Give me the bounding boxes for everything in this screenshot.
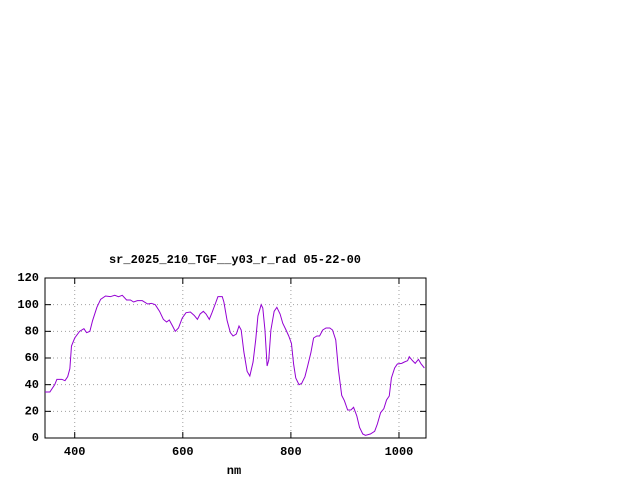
y-tick-label: 100 <box>17 298 39 312</box>
y-tick-label: 20 <box>25 405 39 419</box>
chart-title: sr_2025_210_TGF__y03_r_rad 05-22-00 <box>109 253 361 267</box>
plot-border <box>44 277 427 439</box>
y-tick-label: 60 <box>25 351 39 365</box>
x-tick-label: 1000 <box>385 445 414 459</box>
y-tick-label: 80 <box>25 325 39 339</box>
x-axis-label: nm <box>227 464 241 478</box>
x-tick-label: 600 <box>172 445 194 459</box>
x-tick-label: 400 <box>64 445 86 459</box>
y-tick-label: 120 <box>17 271 39 285</box>
y-tick-label: 40 <box>25 378 39 392</box>
x-tick-label: 800 <box>280 445 302 459</box>
y-tick-label: 0 <box>32 431 39 445</box>
data-line <box>45 294 425 436</box>
